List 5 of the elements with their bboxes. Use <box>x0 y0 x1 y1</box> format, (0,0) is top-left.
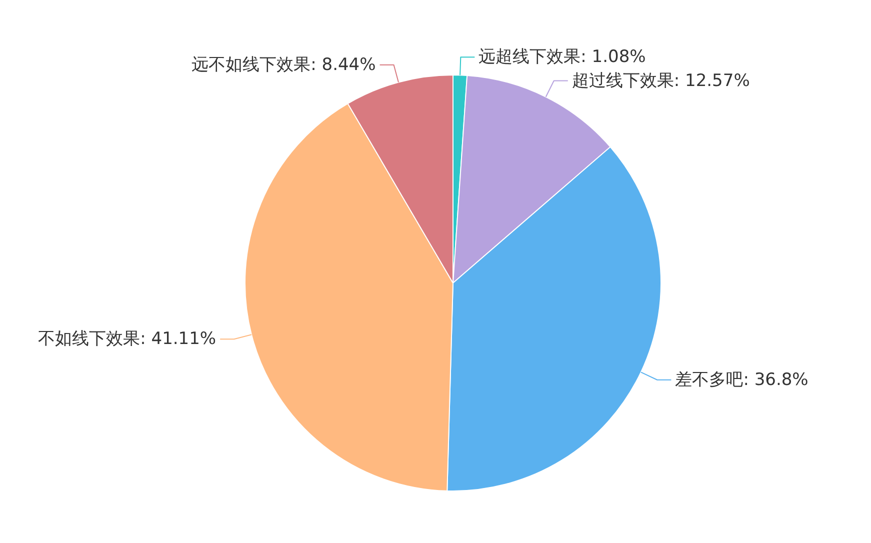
slice-label: 远不如线下效果: 8.44% <box>192 54 376 75</box>
slice-label: 远超线下效果: 1.08% <box>478 47 646 68</box>
slice-label: 不如线下效果: 41.11% <box>38 329 216 350</box>
slice-label: 超过线下效果: 12.57% <box>572 70 750 91</box>
slice-label: 差不多吧: 36.8% <box>675 370 808 390</box>
